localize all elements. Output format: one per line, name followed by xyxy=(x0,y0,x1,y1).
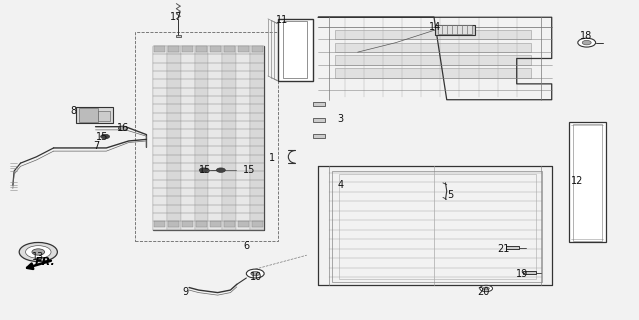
Bar xyxy=(250,46,264,230)
Text: 14: 14 xyxy=(429,22,441,32)
Bar xyxy=(252,46,263,52)
Bar xyxy=(335,43,532,52)
Bar xyxy=(210,221,221,227)
Text: 15: 15 xyxy=(243,165,256,175)
Circle shape xyxy=(26,246,51,258)
Circle shape xyxy=(483,287,489,290)
Bar xyxy=(335,68,532,77)
Bar xyxy=(168,46,180,52)
Bar xyxy=(182,221,193,227)
Text: 15: 15 xyxy=(199,165,211,175)
Bar xyxy=(335,30,532,39)
Bar xyxy=(167,46,181,230)
Bar xyxy=(313,102,325,106)
Bar xyxy=(332,171,542,282)
Circle shape xyxy=(19,243,58,261)
Bar xyxy=(176,35,181,37)
Bar xyxy=(224,221,235,227)
Bar xyxy=(569,122,606,243)
Text: 5: 5 xyxy=(447,190,453,200)
Bar xyxy=(79,108,98,122)
Text: 15: 15 xyxy=(96,132,108,141)
Text: 20: 20 xyxy=(477,287,489,297)
Bar xyxy=(98,111,109,121)
Circle shape xyxy=(578,38,596,47)
Bar xyxy=(313,118,325,122)
Bar xyxy=(506,246,519,250)
Bar xyxy=(277,19,312,81)
Bar xyxy=(282,21,307,78)
Bar xyxy=(438,26,472,34)
Bar xyxy=(208,46,222,230)
Bar xyxy=(238,221,249,227)
Bar xyxy=(168,221,180,227)
Text: 19: 19 xyxy=(516,269,528,279)
Text: 10: 10 xyxy=(249,272,262,282)
Bar xyxy=(182,46,193,52)
Circle shape xyxy=(118,126,127,131)
Circle shape xyxy=(80,117,86,120)
Circle shape xyxy=(100,134,109,139)
Circle shape xyxy=(246,269,264,278)
Text: 11: 11 xyxy=(276,15,288,25)
Circle shape xyxy=(77,116,89,122)
Bar xyxy=(196,46,207,52)
Bar xyxy=(181,46,194,230)
Bar xyxy=(335,55,532,65)
Bar xyxy=(238,46,249,52)
Text: 9: 9 xyxy=(183,287,189,297)
Bar xyxy=(222,46,236,230)
Text: 7: 7 xyxy=(94,141,100,151)
Text: 3: 3 xyxy=(337,114,344,124)
Text: 8: 8 xyxy=(70,106,76,116)
Bar xyxy=(573,124,602,241)
Bar xyxy=(77,107,113,123)
Bar xyxy=(523,271,536,274)
Text: 4: 4 xyxy=(337,180,344,190)
Bar xyxy=(196,221,207,227)
Bar xyxy=(313,134,325,138)
Text: 18: 18 xyxy=(580,31,592,41)
Bar xyxy=(154,221,166,227)
Bar xyxy=(154,46,166,52)
Text: 6: 6 xyxy=(243,241,249,251)
Bar xyxy=(435,25,475,35)
Bar xyxy=(153,46,167,230)
Circle shape xyxy=(250,271,259,276)
Bar xyxy=(252,221,263,227)
Bar xyxy=(236,46,250,230)
Bar xyxy=(339,174,536,279)
Circle shape xyxy=(480,285,493,292)
Text: 12: 12 xyxy=(571,176,583,186)
Bar xyxy=(194,46,208,230)
Bar xyxy=(135,32,278,241)
Bar xyxy=(26,249,51,255)
Text: 17: 17 xyxy=(170,12,182,22)
Circle shape xyxy=(32,249,45,255)
Text: 16: 16 xyxy=(117,123,130,133)
Bar xyxy=(224,46,235,52)
Circle shape xyxy=(217,168,226,172)
Bar xyxy=(153,46,264,230)
Circle shape xyxy=(582,40,591,45)
Text: 1: 1 xyxy=(269,153,275,164)
Circle shape xyxy=(199,168,208,172)
Bar xyxy=(210,46,221,52)
Text: FR.: FR. xyxy=(35,257,55,267)
Text: 21: 21 xyxy=(498,244,510,254)
Text: 13: 13 xyxy=(32,252,44,262)
